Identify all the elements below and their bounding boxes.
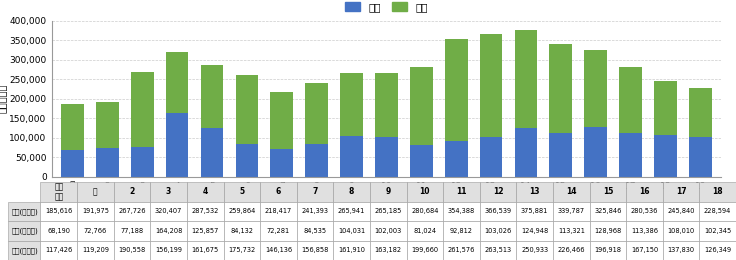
Bar: [270, 149, 293, 177]
Bar: [305, 83, 328, 144]
Bar: [96, 148, 118, 177]
Bar: [410, 145, 433, 177]
Bar: [340, 136, 363, 177]
Bar: [689, 137, 712, 177]
Bar: [166, 113, 188, 177]
Bar: [619, 67, 642, 133]
Bar: [96, 102, 118, 148]
Bar: [201, 65, 223, 128]
Bar: [270, 92, 293, 149]
Bar: [550, 44, 572, 133]
Y-axis label: （百万円）: （百万円）: [0, 84, 7, 113]
Bar: [584, 127, 607, 177]
Bar: [201, 128, 223, 177]
Bar: [584, 50, 607, 127]
Bar: [61, 150, 84, 177]
Bar: [131, 147, 154, 177]
Bar: [375, 73, 397, 137]
Bar: [410, 67, 433, 145]
Bar: [445, 141, 467, 177]
Bar: [375, 137, 397, 177]
Bar: [131, 72, 154, 147]
Legend: 現金, 物品: 現金, 物品: [341, 0, 432, 16]
Bar: [550, 133, 572, 177]
Bar: [514, 30, 537, 128]
Bar: [236, 144, 258, 177]
Bar: [236, 75, 258, 144]
Bar: [445, 38, 467, 141]
Bar: [654, 135, 677, 177]
Bar: [480, 136, 503, 177]
Bar: [619, 133, 642, 177]
Bar: [340, 73, 363, 136]
Bar: [480, 34, 503, 136]
Bar: [166, 52, 188, 113]
Bar: [689, 88, 712, 137]
Bar: [61, 105, 84, 150]
Bar: [305, 144, 328, 177]
Bar: [514, 128, 537, 177]
Bar: [654, 81, 677, 135]
